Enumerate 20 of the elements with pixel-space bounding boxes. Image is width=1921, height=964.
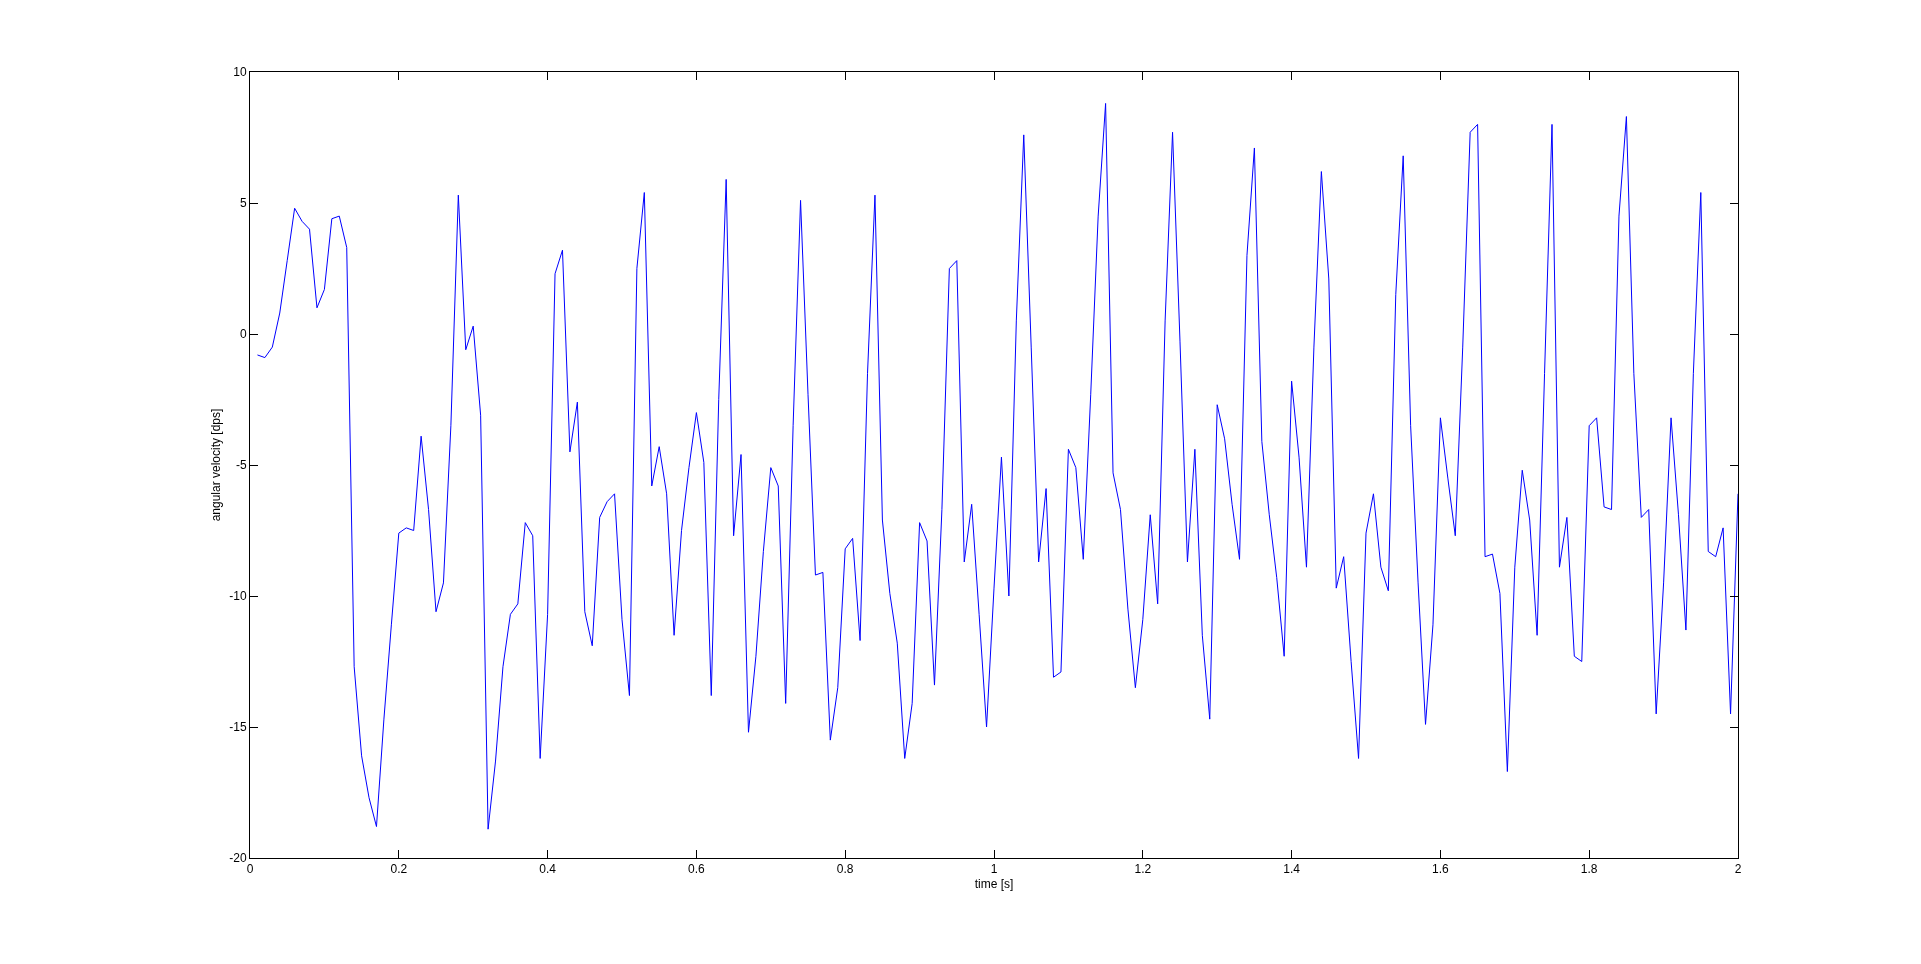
x-axis-title: time [s] (974, 877, 1014, 892)
x-tick-label: 0.4 (539, 862, 557, 877)
x-tick-label: 0.6 (688, 862, 706, 877)
y-tick-label: -20 (229, 851, 247, 866)
y-tick-label: 0 (239, 327, 247, 342)
y-axis-title: angular velocity [dps] (208, 408, 223, 522)
x-tick-label: 1.4 (1283, 862, 1301, 877)
y-tick-label: 5 (239, 196, 247, 211)
x-tick-label: 1 (990, 862, 998, 877)
x-tick-label: 0.8 (836, 862, 854, 877)
x-tick-label: 2 (1734, 862, 1742, 877)
y-tick-label: -15 (229, 720, 247, 735)
y-tick-label: -5 (235, 458, 247, 473)
x-tick-label: 0.2 (390, 862, 408, 877)
x-tick-label: 1.6 (1432, 862, 1450, 877)
y-tick-label: 10 (233, 65, 247, 80)
x-tick-label: 1.2 (1134, 862, 1152, 877)
x-tick-label: 1.8 (1580, 862, 1598, 877)
y-tick-label: -10 (229, 589, 247, 604)
line-series (256, 102, 1738, 830)
